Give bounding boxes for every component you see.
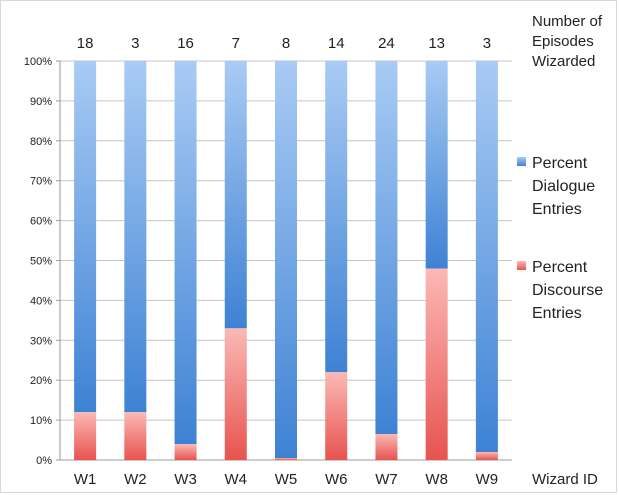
x-tick-label: W7 [375, 471, 398, 488]
bar-discourse-w8 [425, 268, 448, 460]
episode-count-w4: 7 [232, 35, 240, 52]
bar-dialogue-w9 [475, 61, 498, 453]
episode-count-w1: 18 [77, 35, 94, 52]
episode-count-w5: 8 [282, 35, 290, 52]
episodes-title-line: Episodes [532, 33, 594, 50]
bar-dialogue-w8 [425, 61, 448, 269]
bar-discourse-w6 [325, 372, 348, 460]
bar-dialogue-w3 [174, 61, 197, 445]
episodes-title-line: Number of [532, 13, 603, 30]
x-tick-label: W9 [476, 471, 499, 488]
x-tick-label: W8 [425, 471, 448, 488]
y-tick-label: 80% [30, 136, 52, 148]
y-axis: 0% 10% 20% 30% 40% 50% 60% 70% 80% 90% 100% [24, 56, 52, 467]
episode-count-w9: 3 [483, 35, 491, 52]
x-axis: W1 W2 W3 W4 W5 W6 W7 W8 W9 [74, 471, 498, 488]
x-tick-label: W4 [225, 471, 248, 488]
y-tick-label: 40% [30, 295, 52, 307]
x-tick-label: W2 [124, 471, 147, 488]
x-tick-label: W5 [275, 471, 298, 488]
y-tick-label: 100% [24, 56, 52, 68]
episodes-title-line: Wizarded [532, 53, 595, 70]
bar-discourse-w9 [475, 452, 498, 460]
legend-label-discourse: Discourse [532, 282, 603, 299]
y-tick-label: 70% [30, 176, 52, 188]
bar-discourse-w2 [124, 412, 147, 460]
y-tick-label: 50% [30, 256, 52, 268]
episode-count-w7: 24 [378, 35, 395, 52]
bar-discourse-w1 [74, 412, 97, 460]
bar-dialogue-w5 [275, 61, 297, 459]
bar-dialogue-w7 [375, 61, 398, 435]
bar-discourse-w7 [375, 434, 398, 460]
legend-label-discourse: Percent [532, 259, 588, 276]
legend-label-dialogue: Entries [532, 201, 582, 218]
y-tick-label: 10% [30, 415, 52, 427]
legend-label-dialogue: Percent [532, 155, 588, 172]
episode-count-w2: 3 [131, 35, 139, 52]
x-tick-label: W1 [74, 471, 97, 488]
y-tick-label: 90% [30, 96, 52, 108]
bar-dialogue-w2 [124, 61, 147, 413]
bar-dialogue-w4 [224, 61, 247, 329]
y-tick-label: 20% [30, 375, 52, 387]
legend-label-dialogue: Dialogue [532, 178, 595, 195]
bar-discourse-w3 [174, 444, 197, 460]
legend-swatch-dialogue [517, 157, 526, 166]
bar-discourse-w4 [224, 328, 247, 460]
y-tick-label: 30% [30, 335, 52, 347]
side-labels: Number of Episodes Wizarded Wizard ID [532, 13, 603, 488]
x-axis-label: Wizard ID [532, 471, 598, 488]
x-tick-label: W3 [174, 471, 197, 488]
episode-count-w3: 16 [177, 35, 194, 52]
legend-label-discourse: Entries [532, 305, 582, 322]
x-tick-label: W6 [325, 471, 348, 488]
bar-discourse-w5 [275, 458, 297, 460]
bar-dialogue-w1 [74, 61, 97, 413]
y-tick-label: 60% [30, 216, 52, 228]
legend: Percent Dialogue Entries Percent Discourse En… [517, 155, 603, 322]
episode-counts: 18 3 16 7 8 14 24 13 3 [77, 35, 491, 52]
bar-dialogue-w6 [325, 61, 348, 373]
y-tick-label: 0% [36, 455, 52, 467]
episode-count-w8: 13 [428, 35, 445, 52]
bars [74, 61, 498, 460]
episode-count-w6: 14 [328, 35, 345, 52]
legend-swatch-discourse [517, 261, 526, 270]
